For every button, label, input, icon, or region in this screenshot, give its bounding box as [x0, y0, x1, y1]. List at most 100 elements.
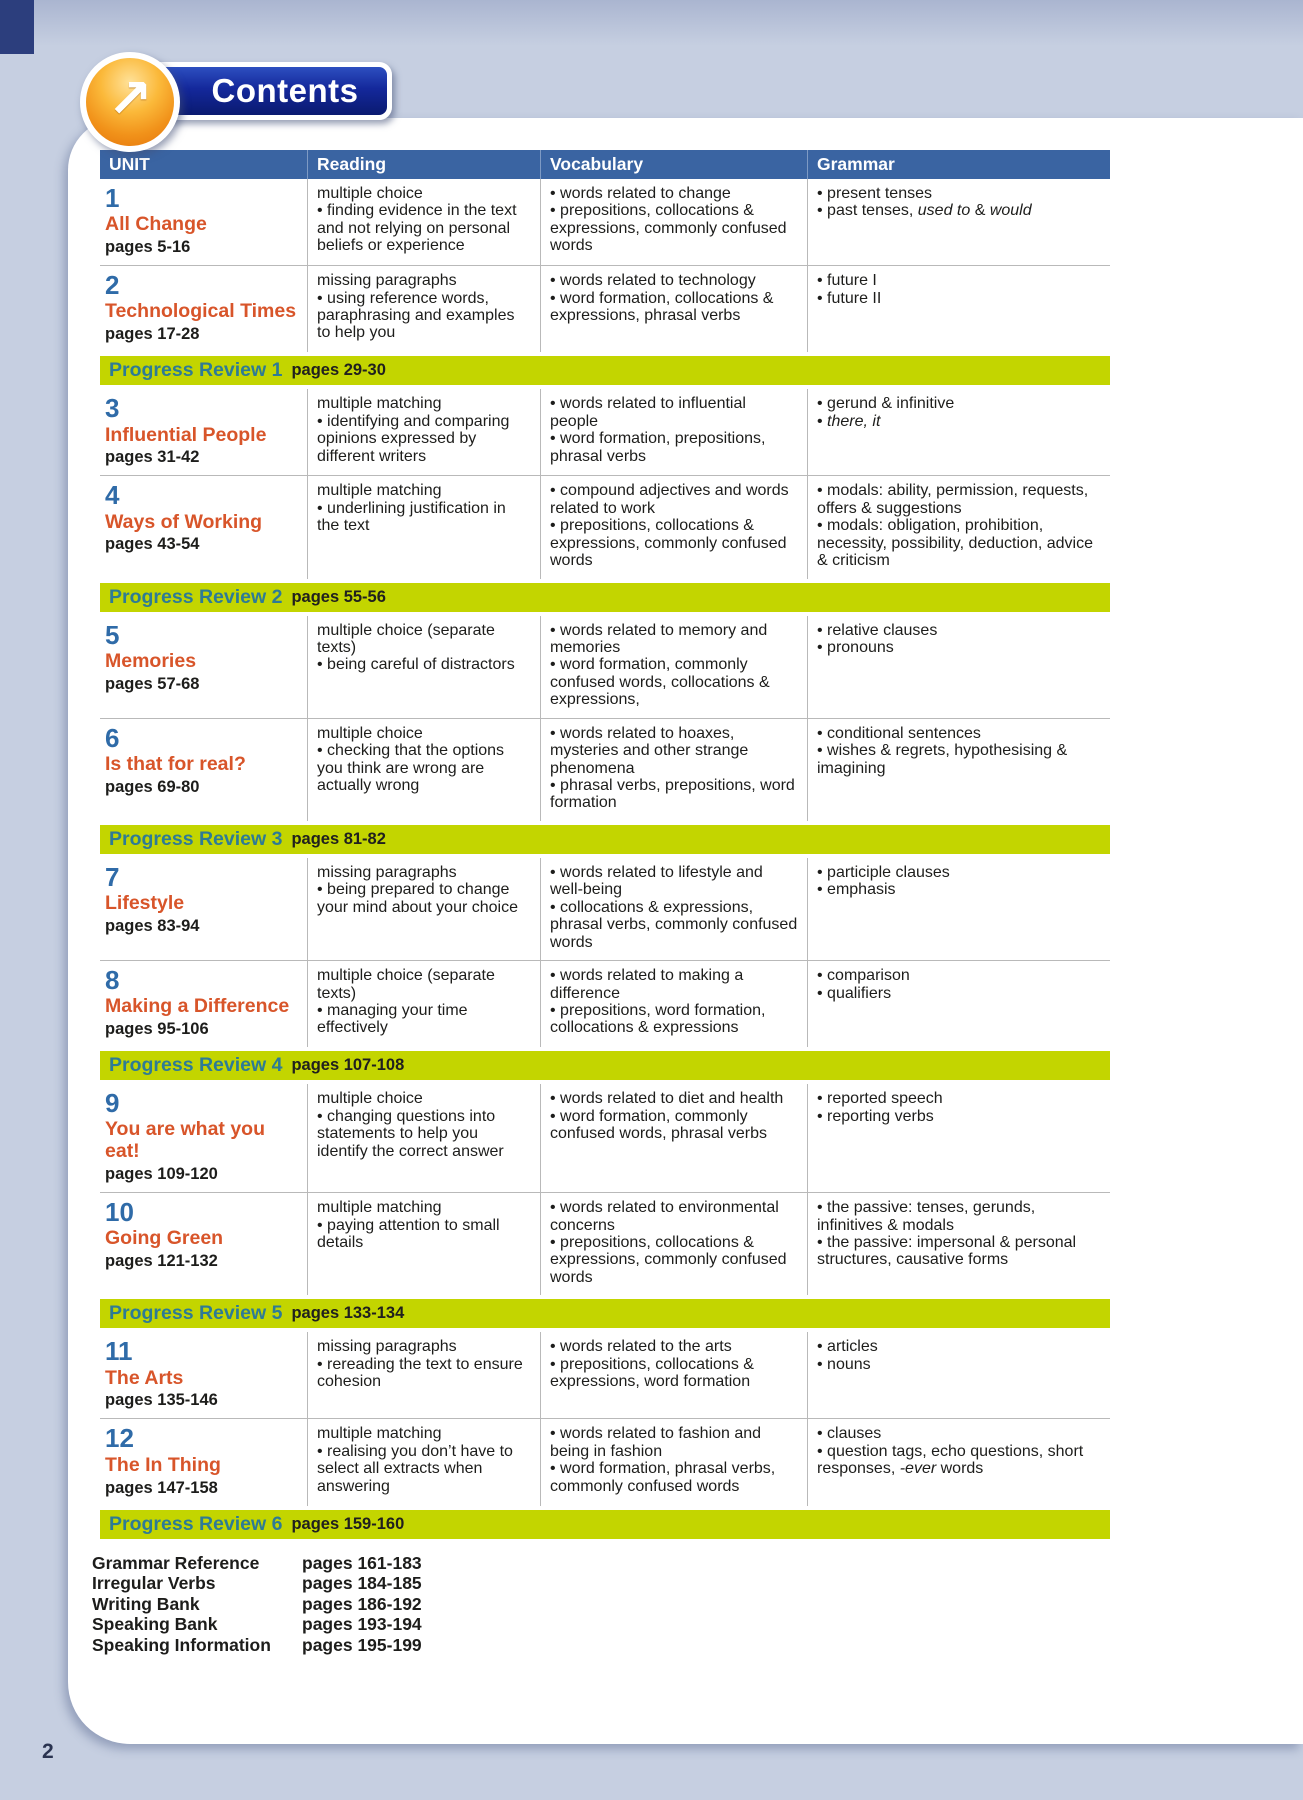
unit-cell: 1 All Change pages 5-16	[100, 179, 307, 265]
vocabulary-cell: • words related to memory and memories • …	[540, 615, 807, 718]
unit-row-8: 8 Making a Difference pages 95-106 multi…	[100, 960, 1110, 1048]
progress-review-bar: Progress Review 4 pages 107-108	[100, 1051, 1110, 1081]
page-title: Contents	[211, 72, 359, 109]
unit-cell: 4 Ways of Working pages 43-54	[100, 476, 307, 578]
back-matter-label: Writing Bank	[92, 1593, 200, 1614]
progress-review-pages: pages 29-30	[291, 361, 386, 380]
cell-bullet-item: • prepositions, collocations & expressio…	[550, 517, 787, 570]
vocabulary-cell: • words related to fashion and being in …	[540, 1419, 807, 1506]
unit-row-7: 7 Lifestyle pages 83-94 missing paragrap…	[100, 857, 1110, 961]
progress-review-label: Progress Review 6	[109, 1512, 283, 1535]
cell-lead-text: missing paragraphs	[317, 863, 457, 881]
cell-bullet-item: • word formation, prepositions, phrasal …	[550, 430, 766, 465]
cell-lead-text: multiple choice (separate texts)	[317, 621, 495, 656]
vocabulary-cell: • words related to change • prepositions,…	[540, 179, 807, 266]
cell-lead-text: multiple choice	[317, 1090, 423, 1108]
reading-cell: missing paragraphs • rereading the text t…	[307, 1332, 540, 1419]
unit-pages: pages 43-54	[105, 535, 200, 554]
reading-cell: multiple matching • underlining justifica…	[307, 476, 540, 579]
cell-bullet-item: • prepositions, collocations & expressio…	[550, 1234, 787, 1286]
vocabulary-cell: • words related to making a difference • …	[540, 961, 807, 1048]
back-matter: Grammar Reference pages 161-183 Irregular …	[92, 1553, 1303, 1656]
cell-lead-text: multiple matching	[317, 395, 442, 413]
unit-row-1: 1 All Change pages 5-16 multiple choice •…	[100, 179, 1110, 266]
progress-review-pages: pages 133-134	[291, 1304, 405, 1323]
back-matter-pages: pages 193-194	[302, 1614, 422, 1635]
progress-review-pages: pages 159-160	[291, 1514, 405, 1533]
grammar-cell: • comparison • qualifiers	[807, 961, 1110, 1048]
unit-number: 7	[105, 861, 120, 892]
cell-lead-text: multiple matching	[317, 1425, 442, 1443]
unit-row-10: 10 Going Green pages 121-132 multiple ma…	[100, 1192, 1110, 1296]
column-header-vocabulary: Vocabulary	[540, 150, 807, 179]
progress-review-label: Progress Review 4	[109, 1054, 283, 1077]
table-body: 1 All Change pages 5-16 multiple choice •…	[100, 179, 1110, 1539]
cell-bullet-item: • compound adjectives and words related …	[550, 482, 789, 517]
unit-row-4: 4 Ways of Working pages 43-54 multiple m…	[100, 475, 1110, 579]
unit-row-6: 6 Is that for real? pages 69-80 multiple…	[100, 717, 1110, 821]
cell-bullet-item: • past tenses, used to & would	[817, 202, 1032, 220]
reading-cell: multiple choice (separate texts) • being …	[307, 615, 540, 718]
cell-bullet-item: • present tenses	[817, 185, 932, 202]
unit-title: Lifestyle	[105, 892, 185, 915]
unit-pages: pages 109-120	[105, 1165, 218, 1184]
progress-review-bar: Progress Review 6 pages 159-160	[100, 1509, 1110, 1539]
grammar-cell: • clauses • question tags, echo questions…	[807, 1419, 1110, 1506]
vocabulary-cell: • words related to environmental concern…	[540, 1193, 807, 1296]
unit-title: Is that for real?	[105, 753, 246, 775]
reading-cell: multiple choice (separate texts) • managi…	[307, 961, 540, 1048]
back-matter-row: Speaking Bank pages 193-194	[92, 1614, 1303, 1635]
grammar-cell: • modals: ability, permission, requests,…	[807, 476, 1110, 579]
unit-number: 10	[105, 1197, 134, 1228]
unit-cell: 9 You are what you eat! pages 109-120	[100, 1084, 307, 1192]
cell-bullet-item: • question tags, echo questions, short r…	[817, 1442, 1084, 1478]
unit-number: 8	[105, 965, 120, 996]
cell-bullet-item: • the passive: tenses, gerunds, infiniti…	[817, 1199, 1036, 1234]
unit-cell: 2 Technological Times pages 17-28	[100, 266, 307, 352]
cell-bullet-item: • words related to lifestyle and well-be…	[550, 863, 763, 899]
cell-bullet-item: • gerund & infinitive	[817, 395, 955, 413]
vocabulary-cell: • words related to the arts • preposition…	[540, 1332, 807, 1419]
column-header-reading: Reading	[307, 150, 540, 179]
cell-bullet-item: • word formation, commonly confused word…	[550, 1107, 767, 1143]
cell-bullet-item: • paying attention to small details	[317, 1216, 500, 1251]
unit-cell: 10 Going Green pages 121-132	[100, 1193, 307, 1295]
unit-pages: pages 135-146	[105, 1391, 218, 1410]
grammar-cell: • gerund & infinitive • there, it	[807, 389, 1110, 476]
reading-cell: multiple matching • paying attention to s…	[307, 1193, 540, 1296]
progress-review-label: Progress Review 5	[109, 1302, 283, 1325]
corner-decoration	[0, 0, 34, 54]
unit-number: 4	[105, 480, 120, 511]
unit-pages: pages 17-28	[105, 325, 200, 344]
progress-review-pages: pages 55-56	[291, 587, 386, 606]
unit-pages: pages 95-106	[105, 1020, 209, 1039]
unit-number: 3	[105, 393, 120, 424]
progress-review-bar: Progress Review 3 pages 81-82	[100, 824, 1110, 854]
cell-bullet-item: • words related to environmental concern…	[550, 1199, 779, 1234]
cell-bullet-item: • managing your time effectively	[317, 1001, 468, 1037]
cell-bullet-item: • words related to the arts	[550, 1338, 732, 1356]
back-matter-row: Grammar Reference pages 161-183	[92, 1553, 1303, 1574]
cell-bullet-item: • prepositions, word formation, collocat…	[550, 1001, 766, 1037]
cell-bullet-item: • words related to making a difference	[550, 967, 744, 1002]
cell-bullet-item: • identifying and comparing opinions exp…	[317, 412, 510, 465]
grammar-cell: • the passive: tenses, gerunds, infiniti…	[807, 1193, 1110, 1296]
cell-bullet-item: • words related to technology	[550, 272, 756, 290]
cell-lead-text: multiple choice	[317, 185, 423, 202]
back-matter-row: Irregular Verbs pages 184-185	[92, 1573, 1303, 1594]
unit-title: Making a Difference	[105, 995, 290, 1018]
arrow-up-right-icon: ↗	[107, 67, 153, 130]
cell-bullet-item: • checking that the options you think ar…	[317, 742, 505, 795]
unit-row-11: 11 The Arts pages 135-146 missing paragr…	[100, 1332, 1110, 1419]
cell-bullet-item: • being prepared to change your mind abo…	[317, 881, 518, 916]
cell-bullet-item: • words related to influential people	[550, 395, 746, 430]
cell-lead-text: multiple choice	[317, 724, 423, 742]
back-matter-label: Irregular Verbs	[92, 1573, 216, 1594]
progress-review-bar: Progress Review 1 pages 29-30	[100, 356, 1110, 386]
unit-pages: pages 31-42	[105, 448, 200, 467]
cell-bullet-item: • modals: obligation, prohibition, neces…	[817, 517, 1093, 570]
unit-title: The In Thing	[105, 1453, 221, 1476]
progress-review-bar: Progress Review 5 pages 133-134	[100, 1299, 1110, 1329]
cell-lead-text: multiple matching	[317, 482, 442, 500]
vocabulary-cell: • words related to lifestyle and well-be…	[540, 857, 807, 961]
